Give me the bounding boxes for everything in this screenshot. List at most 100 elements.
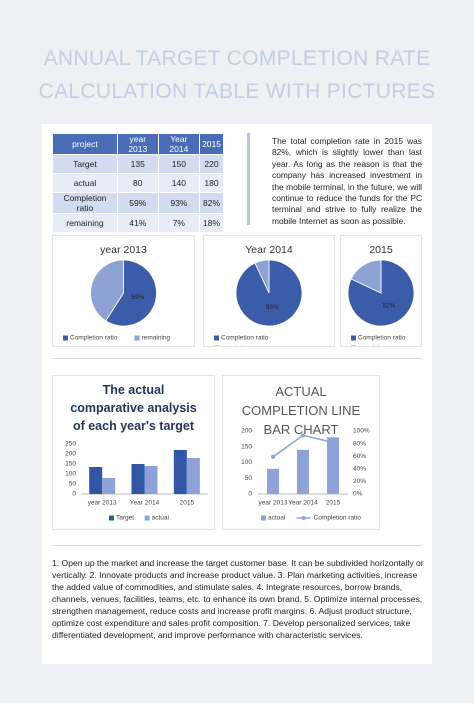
legend-label: actual bbox=[268, 515, 286, 522]
x-tick-label: year 2013 bbox=[259, 500, 288, 507]
chart: 2015 82% Completion ratio remaining bbox=[347, 244, 415, 346]
y-tick-label: 100 bbox=[65, 471, 76, 478]
y-tick-label: 150 bbox=[241, 443, 252, 450]
legend-swatch bbox=[351, 345, 356, 346]
table-cell: 180 bbox=[199, 173, 224, 193]
table-cell: 135 bbox=[116, 154, 159, 174]
line-marker bbox=[271, 454, 275, 459]
y-tick-label: 0 bbox=[248, 491, 252, 498]
legend-swatch bbox=[261, 515, 266, 521]
chart-title: ACTUAL COMPLETION LINE BAR CHART bbox=[241, 384, 361, 437]
legend-swatch bbox=[63, 335, 68, 341]
legend-label: remaining bbox=[142, 335, 171, 342]
y-tick-label: 150 bbox=[65, 461, 76, 468]
chart: 0 50 100 150 200 250 year 2013 Year 2014 2015 Tar… bbox=[65, 441, 208, 522]
table-cell: 82% bbox=[199, 192, 224, 214]
x-tick-label: 2015 bbox=[326, 500, 341, 507]
bar bbox=[131, 464, 145, 494]
header-cell: Year 2014 bbox=[157, 133, 201, 155]
y-tick-label: 250 bbox=[65, 441, 76, 448]
bar bbox=[144, 466, 158, 494]
line-marker bbox=[331, 440, 335, 445]
table-cell: 140 bbox=[157, 173, 201, 193]
table-cell: 18% bbox=[199, 213, 224, 233]
legend-swatch bbox=[109, 515, 114, 521]
table-header: project year 2013 Year 2014 2015 bbox=[52, 133, 224, 155]
summary: The total completion rate in 2015 was 82… bbox=[272, 136, 422, 226]
chart-panel: 2015 82% Completion ratio remaining bbox=[340, 235, 422, 347]
legend-swatch bbox=[144, 515, 150, 521]
table-row: Completion ratio 59% 93% 82% bbox=[52, 192, 224, 214]
data-table: project year 2013 Year 2014 2015 Target 135 15… bbox=[52, 133, 224, 233]
table-cell: 93% bbox=[157, 192, 201, 214]
legend-swatch bbox=[214, 345, 219, 346]
legend-label: actual bbox=[152, 515, 170, 522]
y-tick-label: 100 bbox=[241, 459, 252, 466]
table-row: remaining 41% 7% 18% bbox=[52, 213, 224, 233]
chart-panel: Year 2014 93% Completion ratio remaining bbox=[203, 235, 335, 347]
y-tick-label: 200 bbox=[241, 428, 252, 435]
bar bbox=[173, 450, 187, 494]
chart-title: The actual comparative analysis of each … bbox=[70, 383, 197, 433]
table-cell: actual bbox=[52, 173, 118, 193]
legend-label: Completion ratio bbox=[70, 335, 118, 342]
legend-swatch bbox=[351, 335, 356, 341]
table-cell: 80 bbox=[116, 173, 159, 193]
notes: 1. Open up the market and increase the t… bbox=[52, 558, 424, 640]
pie-slice bbox=[254, 259, 270, 294]
table-cell: Target bbox=[52, 154, 118, 174]
table-cell: 41% bbox=[116, 213, 159, 233]
chart-panel: 0 50 100 150 200 250 year 2013 Year 2014 2015 Tar… bbox=[52, 375, 215, 530]
table-cell: 59% bbox=[116, 192, 159, 214]
chart-title: Year 2014 bbox=[245, 244, 293, 256]
y2-tick-label: 80% bbox=[353, 440, 366, 447]
header-cell: year 2013 bbox=[116, 133, 159, 155]
table-cell: 220 bbox=[199, 154, 224, 174]
chart-panel: year 2013 59% Completion ratio remaining bbox=[52, 235, 195, 347]
table-row: Target 135 150 220 bbox=[52, 154, 224, 174]
legend-swatch bbox=[134, 335, 140, 341]
y2-tick-label: 20% bbox=[353, 478, 366, 485]
legend-label: Completion ratio bbox=[358, 335, 406, 342]
chart: year 2013 59% Completion ratio remaining bbox=[63, 244, 171, 342]
y2-tick-label: 0% bbox=[353, 491, 363, 498]
y-tick-label: 200 bbox=[65, 451, 76, 458]
header-cell: 2015 bbox=[199, 133, 224, 155]
legend-swatch bbox=[214, 335, 219, 341]
chart-title: 2015 bbox=[369, 244, 393, 256]
bar bbox=[297, 449, 309, 494]
line-marker bbox=[301, 433, 305, 438]
y2-tick-label: 100% bbox=[353, 428, 370, 435]
legend-label: Target bbox=[116, 515, 134, 522]
bar bbox=[102, 478, 116, 494]
y2-tick-label: 60% bbox=[353, 453, 366, 460]
legend-label: Completion ratio bbox=[314, 515, 362, 522]
pie-slice bbox=[90, 259, 124, 322]
separator bbox=[52, 545, 422, 546]
y-tick-label: 50 bbox=[245, 475, 253, 482]
x-tick-label: Year 2014 bbox=[130, 500, 160, 507]
bar bbox=[267, 468, 279, 494]
x-tick-label: year 2013 bbox=[88, 500, 117, 507]
bar bbox=[89, 467, 103, 494]
bar bbox=[327, 437, 339, 494]
table-cell: Completion ratio bbox=[52, 192, 118, 214]
legend-label: Completion ratio bbox=[221, 335, 269, 342]
header-cell: project bbox=[52, 133, 118, 155]
y-tick-label: 0 bbox=[72, 491, 76, 498]
y-tick-label: 50 bbox=[69, 481, 77, 488]
value-label: 59% bbox=[131, 294, 144, 301]
chart-panel: 0 50 100 150 200 0% 20% 40% 60% 80% 100% year 2013 Y… bbox=[222, 375, 380, 530]
legend-swatch bbox=[301, 516, 306, 520]
bar bbox=[186, 458, 200, 494]
value-label: 93% bbox=[266, 304, 279, 311]
x-tick-label: 2015 bbox=[180, 500, 195, 507]
table-cell: 150 bbox=[157, 154, 201, 174]
table-cell: 7% bbox=[157, 213, 201, 233]
divider bbox=[247, 133, 250, 225]
chart-title: year 2013 bbox=[100, 244, 147, 256]
separator bbox=[52, 358, 422, 359]
value-label: 82% bbox=[382, 302, 395, 309]
chart: Year 2014 93% Completion ratio remaining bbox=[214, 244, 303, 346]
